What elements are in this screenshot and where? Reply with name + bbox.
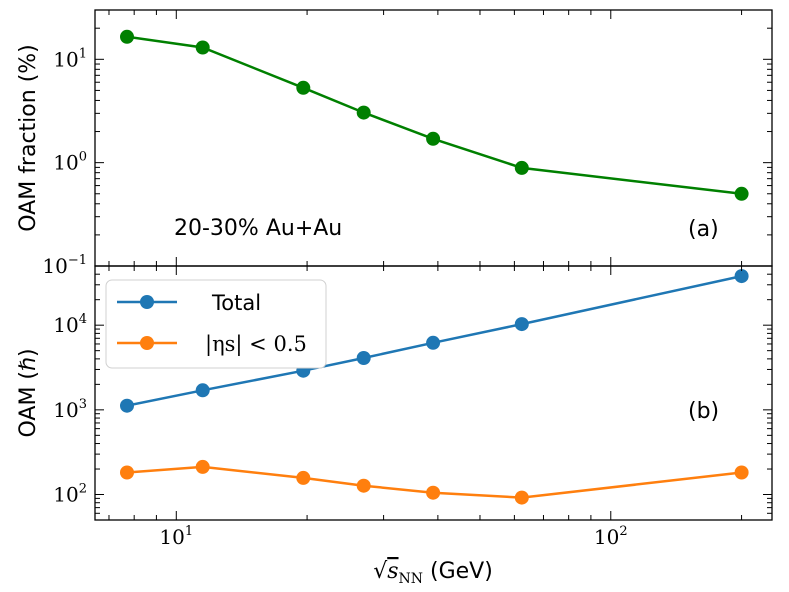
data-point: [426, 131, 441, 146]
panel-a-ylabel: OAM fraction (%): [16, 44, 41, 232]
x-label-unit: (GeV): [423, 559, 493, 584]
panel-b: 102 103 104 101 102 OAM (ℏ) (b) Total |ηs| …: [16, 265, 773, 587]
y-tick-label: 101: [53, 46, 87, 71]
panel-b-frame: [94, 265, 773, 521]
data-point: [120, 29, 134, 44]
data-point: [120, 398, 134, 413]
x-label-sub: NN: [399, 571, 424, 587]
data-point: [734, 269, 749, 284]
legend-label-total: Total: [211, 291, 261, 315]
panel-b-label: (b): [688, 399, 719, 424]
x-tick-label: 101: [159, 524, 193, 549]
data-point: [734, 186, 749, 201]
legend-marker-total: [140, 295, 154, 309]
data-point: [426, 335, 441, 350]
x-axis-label: √sNN (GeV): [373, 559, 493, 587]
data-point: [120, 465, 134, 480]
data-point: [356, 105, 371, 120]
data-point: [426, 485, 441, 500]
x-label-var: s: [387, 559, 398, 584]
series-line-0-0: [126, 35, 742, 196]
data-point: [195, 383, 210, 398]
x-label-sqrt: √: [373, 559, 388, 584]
data-point: [514, 490, 529, 505]
data-point: [734, 465, 749, 480]
y-tick-label: 104: [53, 312, 87, 337]
y-tick-label: 10−1: [42, 253, 87, 278]
data-point: [296, 80, 311, 95]
legend-entry-total: Total: [117, 291, 261, 315]
legend-label-eta: |ηs| < 0.5: [205, 332, 307, 357]
panel-a: 10−1 100 101 OAM fraction (%) 20-30% Au+Au…: [16, 9, 773, 278]
y-tick-label: 100: [53, 150, 87, 175]
data-point: [356, 351, 371, 365]
data-point: [195, 40, 210, 55]
data-point: [195, 459, 210, 474]
panel-a-label: (a): [688, 217, 719, 242]
data-point: [356, 478, 371, 493]
legend-marker-eta: [140, 336, 154, 350]
data-point: [514, 160, 529, 175]
legend: Total |ηs| < 0.5: [105, 279, 327, 369]
panel-a-annotation: 20-30% Au+Au: [174, 216, 342, 241]
legend-entry-eta: |ηs| < 0.5: [117, 332, 307, 357]
y-tick-label: 103: [53, 397, 87, 422]
data-point: [514, 317, 529, 332]
y-tick-label: 102: [53, 482, 87, 507]
panel-b-ylabel: OAM (ℏ): [16, 348, 41, 437]
data-point: [296, 470, 311, 485]
x-tick-label: 102: [594, 524, 628, 549]
